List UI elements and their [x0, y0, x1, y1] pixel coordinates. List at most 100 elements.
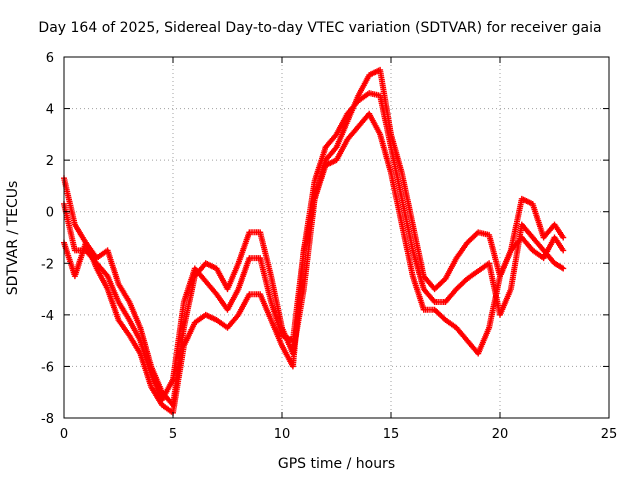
data-segment-markers [160, 378, 176, 402]
data-segment-markers [465, 339, 480, 356]
data-segment-markers [377, 68, 394, 136]
x-tick-label: 20 [492, 427, 509, 442]
data-segment-markers [541, 236, 557, 260]
data-segment-markers [454, 326, 470, 343]
data-segment-markers [105, 249, 121, 286]
data-segment-markers [433, 277, 448, 291]
data-segment-markers [377, 94, 394, 149]
data-segment-markers [170, 344, 187, 414]
data-segment-markers [520, 235, 535, 252]
data-segment-markers [193, 313, 208, 325]
data-segment-markers [268, 300, 285, 337]
data-segment-markers [225, 287, 241, 311]
data-segment-markers [454, 277, 469, 291]
data-segment-markers [433, 308, 448, 322]
data-segment-markers [345, 99, 361, 116]
data-segment-markers [377, 133, 394, 175]
data-segment-markers [454, 241, 470, 260]
data-segment-markers [421, 287, 437, 304]
x-tick-label: 5 [169, 427, 177, 442]
data-segment-markers [127, 334, 143, 355]
data-segment-markers [170, 300, 187, 381]
data-segment-markers [312, 146, 328, 182]
data-segment-markers [149, 385, 165, 407]
x-tick-label: 0 [60, 427, 68, 442]
data-segment-markers [203, 279, 219, 296]
data-segment-markers [181, 321, 197, 347]
data-segment-markers [280, 333, 295, 343]
data-segment-markers [410, 223, 427, 278]
data-segment-markers [324, 157, 338, 168]
data-segment-markers [204, 261, 218, 271]
x-tick-label: 10 [274, 427, 291, 442]
y-tick-label: 6 [46, 51, 54, 66]
data-segment-markers [257, 257, 274, 304]
data-segment-markers [443, 287, 459, 304]
y-tick-label: -8 [41, 412, 54, 427]
data-segment-markers [137, 339, 154, 376]
data-segment-markers [444, 318, 458, 330]
series-track-1 [61, 66, 567, 409]
data-segment-markers [127, 300, 143, 329]
data-segment-markers [520, 223, 535, 240]
data-segment-markers [236, 256, 252, 291]
data-segment-markers [301, 197, 318, 252]
data-segment-markers [204, 312, 218, 323]
data-segment-markers [312, 164, 328, 200]
data-segment-markers [127, 318, 143, 342]
data-segment-markers [388, 171, 405, 226]
data-segment-markers [530, 202, 546, 239]
data-segment-markers [465, 230, 480, 245]
data-segment-markers [149, 373, 165, 402]
data-segment-markers [225, 262, 241, 291]
data-segment-markers [137, 352, 154, 389]
data-segment-markers [465, 269, 480, 281]
data-segment-markers [116, 318, 132, 337]
data-segment-markers [399, 223, 416, 278]
data-segment-markers [410, 249, 427, 291]
data-segment-markers [486, 275, 503, 329]
data-segment-markers [497, 249, 514, 278]
data-segment-markers [356, 91, 371, 103]
data-segment-markers [257, 231, 274, 278]
series-track-3 [61, 110, 567, 416]
data-segment-markers [334, 120, 350, 149]
data-segment-markers [367, 112, 383, 136]
y-tick-label: -4 [41, 309, 54, 324]
y-tick-label: -6 [41, 360, 54, 375]
data-segment-markers [72, 223, 88, 244]
y-tick-label: 2 [46, 154, 54, 169]
x-tick-label: 25 [601, 427, 618, 442]
data-segment-markers [248, 291, 262, 298]
data-segment-markers [268, 318, 285, 347]
data-segment-markers [105, 287, 121, 322]
tick-layer: 0 5 10 15 20 25 -8 -6 -4 -2 0 2 4 6 [41, 51, 617, 442]
data-segment-markers [552, 236, 566, 252]
data-segment-markers [553, 261, 565, 271]
data-segment-markers [248, 229, 262, 236]
data-segment-markers [399, 171, 416, 226]
x-axis-label: GPS time / hours [277, 456, 396, 472]
data-segment-markers [399, 197, 416, 252]
data-segment-markers [193, 266, 208, 283]
data-segment-markers [345, 125, 361, 142]
grid-layer [64, 57, 609, 418]
data-segment-markers [214, 267, 230, 291]
data-segment-markers [356, 112, 371, 129]
data-segment-markers [477, 229, 491, 238]
data-segment-markers [433, 299, 447, 305]
y-tick-label: -2 [41, 257, 54, 272]
data-segment-markers [290, 249, 307, 368]
data-segment-markers [367, 67, 382, 78]
data-segment-markers [334, 112, 350, 136]
marks-layer [61, 66, 567, 416]
data-segment-markers [388, 146, 405, 200]
y-tick-label: 4 [46, 103, 54, 118]
data-segment-markers [181, 267, 198, 304]
chart-title: Day 164 of 2025, Sidereal Day-to-day VTE… [38, 20, 602, 36]
data-segment-markers [94, 267, 110, 291]
data-segment-markers [116, 282, 132, 304]
data-segment-markers [552, 223, 566, 239]
data-segment-markers [476, 326, 492, 355]
